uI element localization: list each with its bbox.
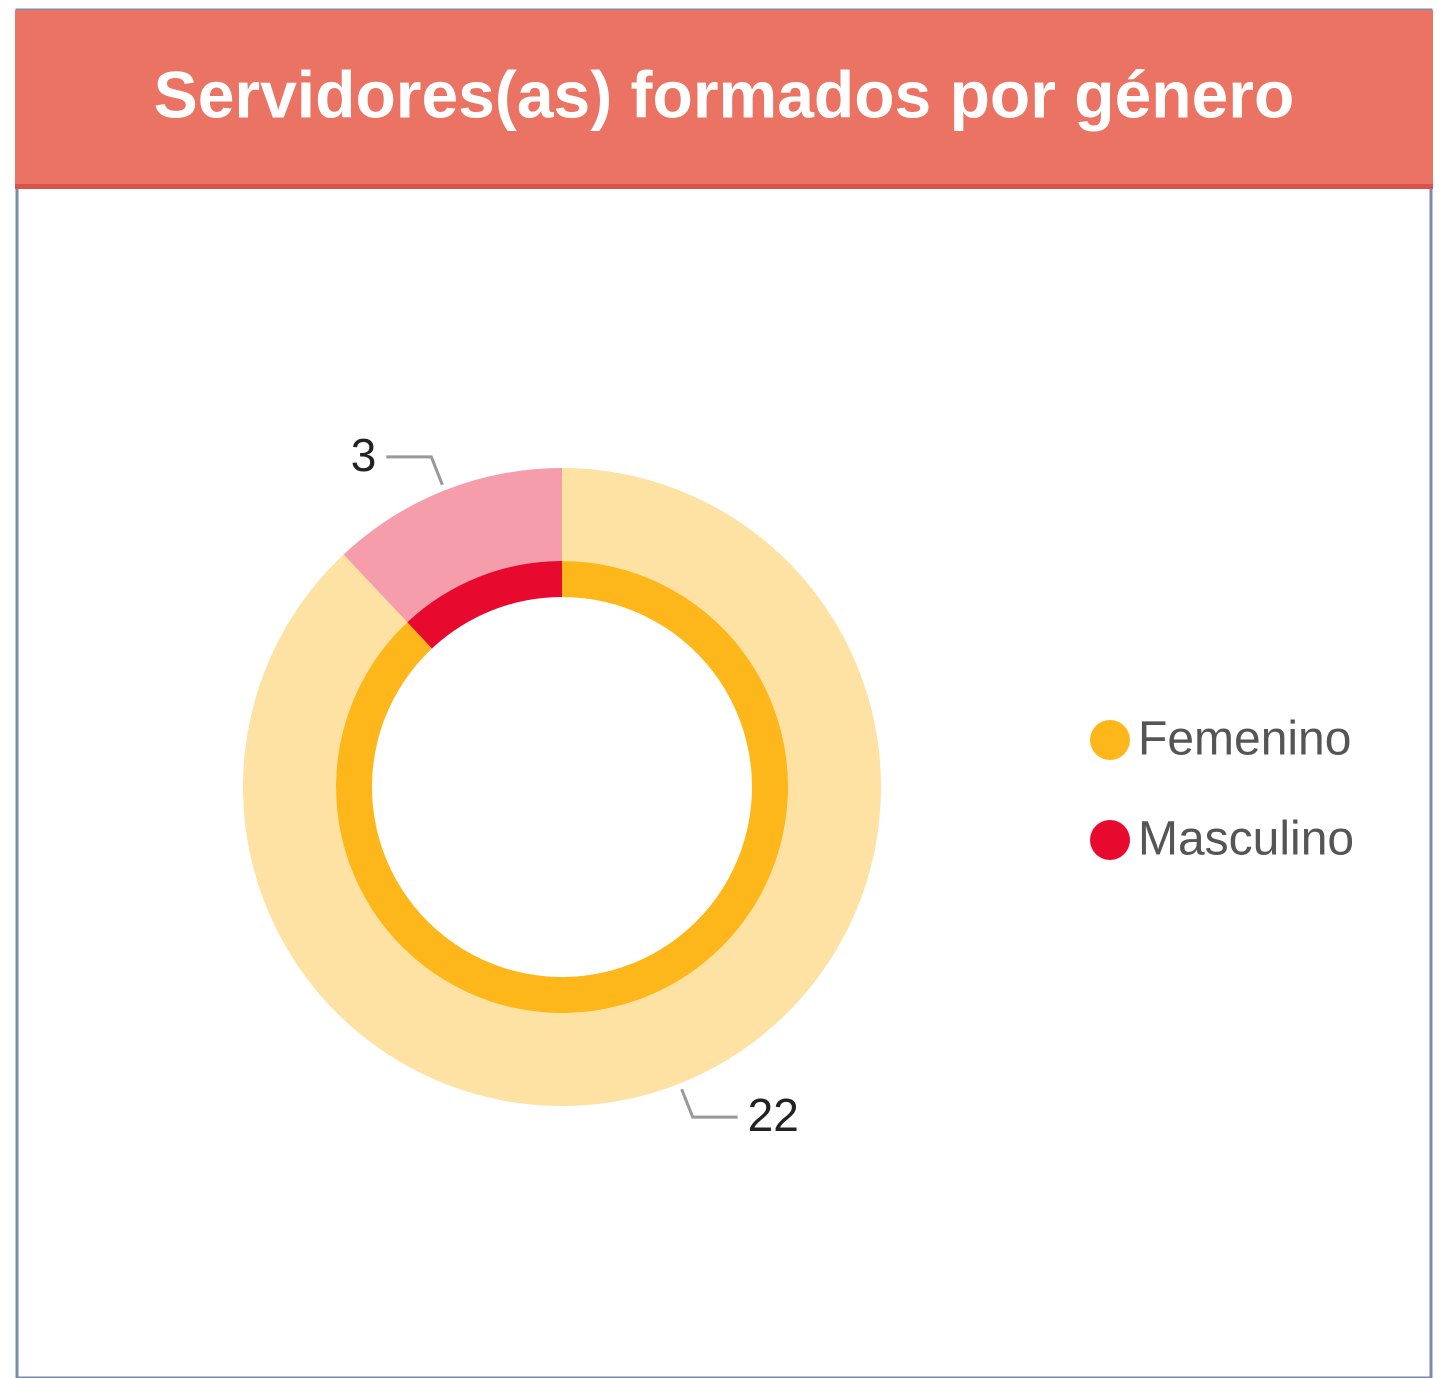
card <box>15 8 1433 1378</box>
legend-label: Femenino <box>1138 713 1351 766</box>
header <box>15 10 1433 188</box>
slice-inner <box>407 561 562 649</box>
chart-title: Servidores(as) formados por género <box>154 57 1295 131</box>
legend-label: Masculino <box>1138 813 1354 866</box>
legend-marker <box>1090 720 1130 760</box>
leader-line <box>680 1088 738 1119</box>
data-label: 3 <box>351 429 377 481</box>
data-label: 22 <box>748 1089 799 1141</box>
slice-outer <box>343 468 562 623</box>
legend-marker <box>1090 820 1130 860</box>
leader-line <box>386 455 444 486</box>
header-border <box>15 184 1433 189</box>
